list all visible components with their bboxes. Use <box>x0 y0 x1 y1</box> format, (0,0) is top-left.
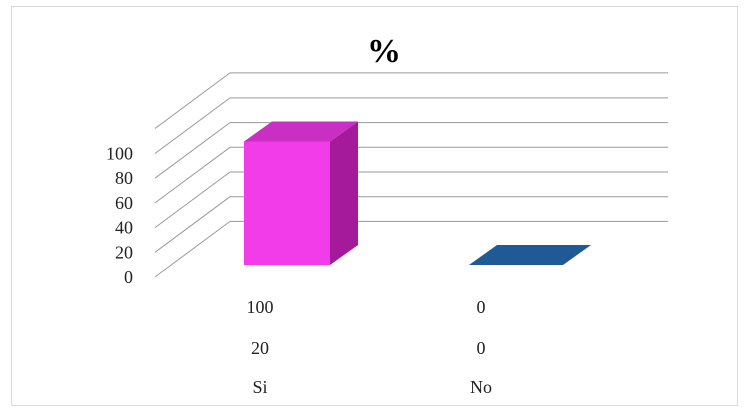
x-tick-label: Si <box>252 377 267 397</box>
gridline-diagonal <box>154 171 231 229</box>
data-table-cell: 0 <box>477 338 486 358</box>
bar-si-side <box>330 121 358 265</box>
bar-si-front <box>244 141 330 265</box>
y-tick-label: 60 <box>115 193 133 213</box>
gridline-diagonal <box>154 122 231 179</box>
y-tick-label: 0 <box>124 267 133 287</box>
y-tick-label: 100 <box>106 144 133 164</box>
data-table-cell: 100 <box>247 297 274 317</box>
gridline-diagonal <box>154 97 231 154</box>
chart-title: % <box>367 33 401 70</box>
gridline-diagonal <box>154 196 231 253</box>
y-tick-label: 40 <box>115 218 133 238</box>
gridline-diagonal <box>154 72 231 129</box>
y-axis: 0 20 40 60 80 100 <box>106 144 133 288</box>
y-tick-label: 80 <box>115 168 133 188</box>
data-table: 100 0 20 0 Si No <box>247 297 493 397</box>
bar-si-top <box>244 121 358 142</box>
gridline-diagonal <box>154 220 231 278</box>
data-table-cell: 0 <box>477 297 486 317</box>
x-tick-label: No <box>470 377 492 397</box>
bar-no-zero <box>469 245 591 265</box>
chart-bars <box>244 121 591 265</box>
data-table-cell: 20 <box>251 338 269 358</box>
chart-grid <box>154 72 668 278</box>
y-tick-label: 20 <box>115 242 133 262</box>
gridline-diagonal <box>154 146 231 204</box>
